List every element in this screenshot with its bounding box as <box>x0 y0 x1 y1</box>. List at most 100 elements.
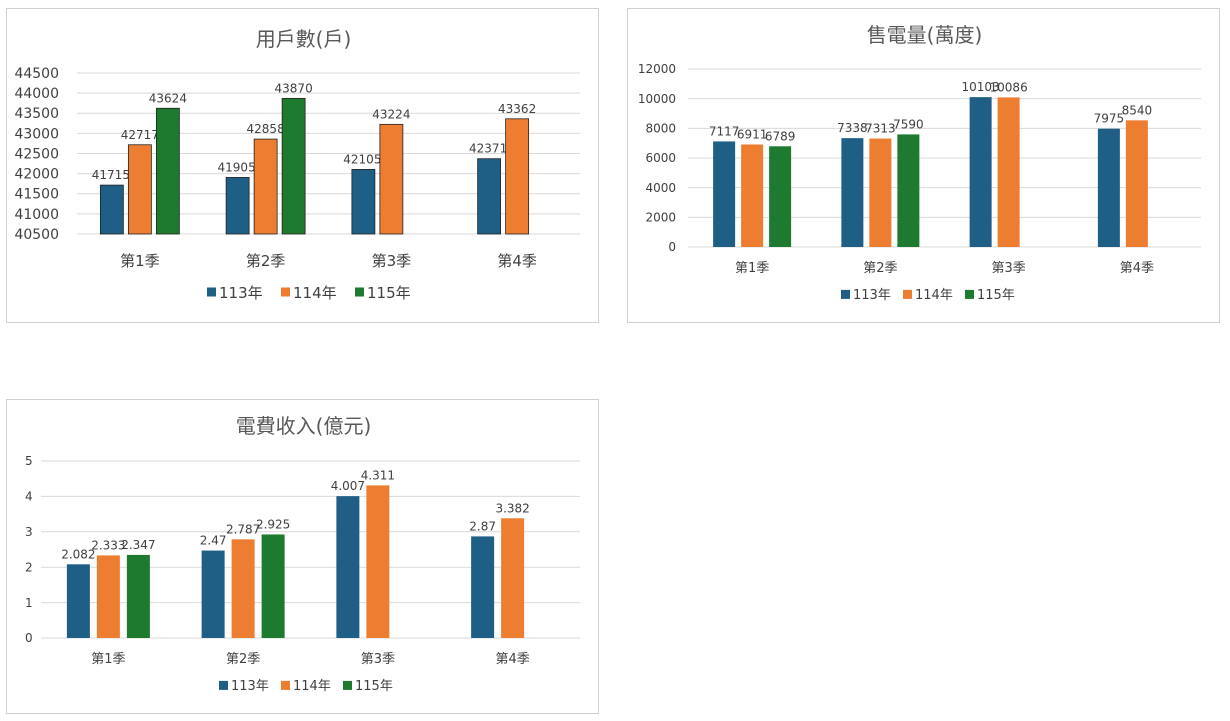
y-tick-label: 6000 <box>645 151 676 165</box>
bar-2-113年 <box>841 138 864 247</box>
data-label: 42717 <box>121 128 159 142</box>
data-label: 6789 <box>765 129 796 143</box>
data-label: 2.87 <box>469 519 496 533</box>
x-category-label: 第3季 <box>361 652 395 667</box>
y-tick-label: 8000 <box>645 122 676 136</box>
legend-label: 115年 <box>977 288 1015 303</box>
data-label: 2.47 <box>200 534 227 548</box>
data-label: 2.925 <box>256 517 290 531</box>
y-tick-label: 43500 <box>14 106 59 122</box>
chart-title: 電費收入(億元) <box>236 414 372 438</box>
bar-1-115年 <box>769 146 792 247</box>
bar-1-113年 <box>713 141 736 247</box>
bar-2-113年 <box>201 550 225 638</box>
x-category-label: 第1季 <box>91 652 125 667</box>
data-label: 41715 <box>92 168 130 182</box>
y-tick-label: 4 <box>25 490 33 504</box>
legend-label: 113年 <box>231 679 269 694</box>
data-label: 7590 <box>893 117 924 131</box>
chart-revenue-panel: 電費收入(億元) 0 1 2 3 4 5 2.082 2.333 2.347 第1季 2.47 2.78… <box>6 399 599 714</box>
legend-swatch-114年 <box>903 289 912 299</box>
data-label: 3.382 <box>495 501 529 515</box>
legend-swatch-113年 <box>841 289 850 299</box>
legend-swatch-115年 <box>355 287 364 297</box>
y-tick-label: 4000 <box>645 181 676 195</box>
bar-2-114年 <box>253 138 278 235</box>
data-label: 2.787 <box>226 522 260 536</box>
y-tick-label: 1 <box>25 596 33 610</box>
y-tick-label: 42500 <box>14 146 59 162</box>
data-label: 2.347 <box>121 538 155 552</box>
y-tick-label: 44500 <box>14 66 59 82</box>
data-label: 4.311 <box>361 468 395 482</box>
data-label: 42858 <box>247 122 285 136</box>
bar-1-115年 <box>126 554 150 638</box>
legend-label: 114年 <box>915 288 953 303</box>
bar-3-113年 <box>351 168 376 235</box>
bar-1-113年 <box>66 564 90 638</box>
data-label: 7117 <box>709 124 740 138</box>
x-category-label: 第2季 <box>246 252 286 270</box>
legend-swatch-113年 <box>207 287 216 297</box>
legend-label: 115年 <box>367 284 411 302</box>
x-category-label: 第4季 <box>497 252 537 270</box>
bar-3-114年 <box>366 485 390 638</box>
bar-2-115年 <box>897 134 920 247</box>
y-tick-label: 0 <box>25 631 33 645</box>
data-label: 2.082 <box>61 547 95 561</box>
bar-1-115年 <box>155 107 180 235</box>
bar-2-115年 <box>281 97 306 235</box>
y-tick-label: 2000 <box>645 211 676 225</box>
x-category-label: 第2季 <box>226 652 260 667</box>
data-label: 43624 <box>149 91 187 105</box>
data-label: 43362 <box>498 102 536 116</box>
y-tick-label: 2 <box>25 560 33 574</box>
bar-4-113年 <box>1097 128 1120 247</box>
bar-2-113年 <box>225 177 250 235</box>
bar-1-114年 <box>741 144 764 247</box>
x-category-label: 第3季 <box>991 261 1025 276</box>
legend-swatch-114年 <box>281 287 290 297</box>
y-tick-label: 41500 <box>14 187 59 203</box>
chart-energy-panel: 售電量(萬度) 0 2000 4000 6000 8000 10000 12000 7117 69… <box>627 8 1220 323</box>
x-category-label: 第2季 <box>863 261 897 276</box>
data-label: 42371 <box>469 142 507 156</box>
x-category-label: 第1季 <box>120 252 160 270</box>
data-label: 7975 <box>1094 112 1125 126</box>
bar-4-113年 <box>477 158 502 235</box>
bar-3-114年 <box>379 123 404 235</box>
chart-energy: 售電量(萬度) 0 2000 4000 6000 8000 10000 12000 711769… <box>638 23 1201 303</box>
legend-label: 113年 <box>219 284 263 302</box>
y-tick-label: 42000 <box>14 167 59 183</box>
x-category-label: 第4季 <box>1120 261 1154 276</box>
chart-users-panel: 用戶數(戶) 40500 41000 41500 42000 42500 43000 4350… <box>6 8 599 323</box>
bar-1-113年 <box>99 184 124 235</box>
bar-2-114年 <box>869 138 892 247</box>
legend-swatch-115年 <box>965 289 974 299</box>
legend-label: 113年 <box>853 288 891 303</box>
legend-swatch-115年 <box>343 680 352 690</box>
x-category-label: 第3季 <box>372 252 412 270</box>
chart-title: 售電量(萬度) <box>867 23 983 47</box>
y-tick-label: 40500 <box>14 227 59 243</box>
data-label: 42105 <box>343 152 381 166</box>
x-category-label: 第1季 <box>735 261 769 276</box>
legend-swatch-113年 <box>219 680 228 690</box>
bar-4-114年 <box>505 118 530 235</box>
y-tick-label: 43000 <box>14 126 59 142</box>
y-tick-label: 10000 <box>638 92 676 106</box>
bar-3-113年 <box>969 97 992 248</box>
legend-swatch-114年 <box>281 680 290 690</box>
y-tick-label: 41000 <box>14 207 59 223</box>
data-label: 43870 <box>275 81 313 95</box>
data-label: 43224 <box>372 107 410 121</box>
data-label: 10086 <box>990 80 1028 94</box>
bar-1-114年 <box>96 555 120 638</box>
y-tick-label: 5 <box>25 454 33 468</box>
data-label: 41905 <box>218 160 256 174</box>
data-label: 4.007 <box>331 479 365 493</box>
bar-4-114年 <box>1125 120 1148 247</box>
data-label: 6911 <box>737 127 768 141</box>
chart-title: 用戶數(戶) <box>256 27 352 51</box>
